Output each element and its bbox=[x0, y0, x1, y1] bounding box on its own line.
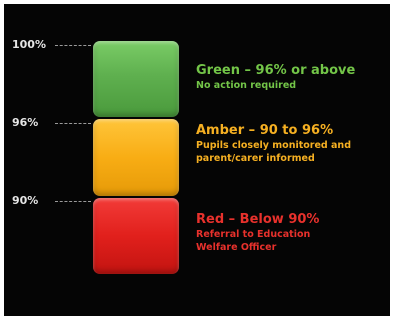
tick-90: 90% bbox=[4, 193, 100, 209]
green-band-description: Green – 96% or above No action required bbox=[196, 62, 390, 92]
tick-label-90: 90% bbox=[12, 194, 39, 207]
tick-dash-96 bbox=[55, 123, 91, 124]
red-band-subtitle-line-1: Referral to Education bbox=[196, 229, 311, 240]
tick-label-96: 96% bbox=[12, 116, 39, 129]
amber-band-title: Amber – 90 to 96% bbox=[196, 123, 334, 138]
red-band-subtitle-line-2: Welfare Officer bbox=[196, 242, 277, 253]
amber-band-description: Amber – 90 to 96% Pupils closely monitor… bbox=[196, 122, 390, 165]
amber-band-block bbox=[93, 119, 179, 196]
red-band-description: Red – Below 90% Referral to Education We… bbox=[196, 211, 390, 254]
amber-band-subtitle-line-2: parent/carer informed bbox=[196, 153, 315, 164]
tick-dash-100 bbox=[55, 45, 91, 46]
green-band-title: Green – 96% or above bbox=[196, 63, 356, 78]
red-band-title: Red – Below 90% bbox=[196, 212, 320, 227]
tick-96: 96% bbox=[4, 115, 100, 131]
attendance-traffic-light-panel: 100% 96% 90% Green – 96% or above No act… bbox=[4, 4, 390, 316]
amber-band-subtitle-line-1: Pupils closely monitored and bbox=[196, 140, 351, 151]
tick-dash-90 bbox=[55, 201, 91, 202]
tick-label-100: 100% bbox=[12, 38, 46, 51]
tick-100: 100% bbox=[4, 37, 100, 53]
red-band-block bbox=[93, 198, 179, 274]
green-band-block bbox=[93, 41, 179, 117]
green-band-subtitle-line: No action required bbox=[196, 80, 297, 91]
